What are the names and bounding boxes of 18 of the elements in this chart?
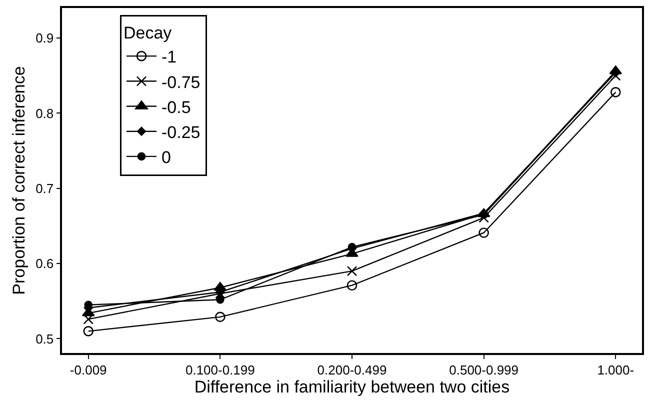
y-tick-label: 0.8 <box>36 106 54 121</box>
legend-label: -0.25 <box>162 122 200 142</box>
x-tick-label: 0.500-0.999 <box>449 362 519 378</box>
legend-label: -1 <box>162 48 177 67</box>
legend-title: Decay <box>124 24 172 42</box>
y-tick-label: 0.6 <box>36 256 54 272</box>
x-tick-label: -0.009 <box>70 362 107 378</box>
y-tick-label: 0.5 <box>36 331 54 346</box>
x-tick-label: 0.200-0.499 <box>317 362 387 378</box>
y-axis-title: Proportion of correct inference <box>10 66 29 295</box>
x-tick-label: 0.100-0.199 <box>185 362 255 378</box>
legend-label: -0.5 <box>162 98 191 117</box>
x-axis-title: Difference in familiarity between two cities <box>194 377 510 396</box>
x-tick-label: 1.000- <box>597 362 634 378</box>
y-tick-label: 0.7 <box>36 180 54 196</box>
legend-label: -0.75 <box>162 72 200 92</box>
legend-label: 0 <box>162 148 171 168</box>
y-tick-label: 0.9 <box>36 30 54 46</box>
